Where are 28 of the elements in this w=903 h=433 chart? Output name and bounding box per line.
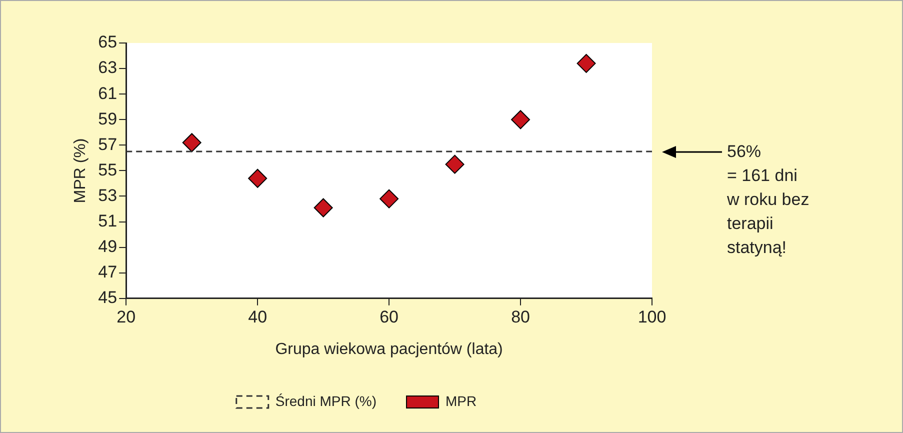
y-tick-label: 49 xyxy=(98,237,118,256)
x-tick-label: 100 xyxy=(638,307,666,326)
point xyxy=(380,189,399,208)
legend-label: Średni MPR (%) xyxy=(275,392,377,409)
y-tick-label: 47 xyxy=(98,262,118,282)
x-tick-label: 80 xyxy=(511,307,530,326)
point xyxy=(576,54,596,73)
point xyxy=(314,198,333,218)
y-tick-label: 63 xyxy=(98,58,118,78)
x-axis-title: Grupa wiekowa pacjentów (lata) xyxy=(275,340,503,358)
text: 56% = 161 dni w roku bez terapii statyną! xyxy=(727,140,810,259)
y-tick-label: 65 xyxy=(98,32,118,52)
point xyxy=(511,110,530,130)
point xyxy=(445,154,464,174)
x-tick-label: 60 xyxy=(380,307,399,326)
point xyxy=(182,133,202,152)
y-tick-label: 45 xyxy=(98,288,118,308)
y-tick-label: 57 xyxy=(98,134,118,154)
x-tick-label: 20 xyxy=(116,307,136,326)
y-tick-label: 55 xyxy=(98,160,118,180)
legend-label: MPR xyxy=(446,392,477,409)
y-axis-title: MPR (%) xyxy=(72,138,90,204)
y-tick-label: 51 xyxy=(98,211,118,230)
point xyxy=(248,168,268,188)
y-tick-label: 59 xyxy=(98,109,118,128)
y-tick-label: 61 xyxy=(98,84,118,103)
x-tick-label: 40 xyxy=(248,307,268,326)
y-tick-label: 53 xyxy=(98,186,118,205)
